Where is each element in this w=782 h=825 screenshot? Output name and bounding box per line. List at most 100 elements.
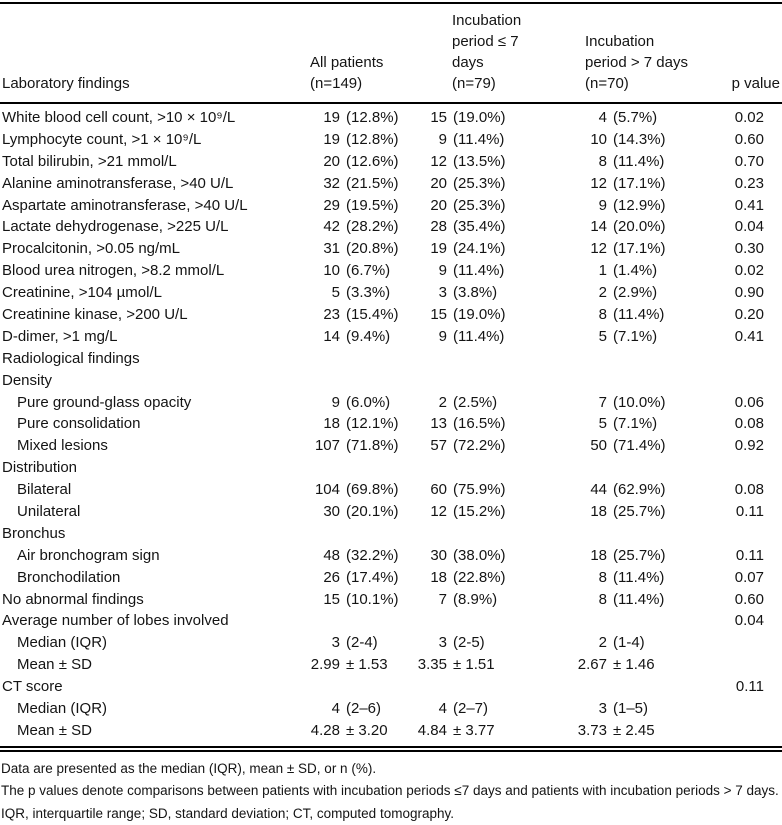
table-row: Air bronchogram sign 48 (32.2%) 30 (38.0%) 18… xyxy=(0,545,782,567)
data-cell-le7: 9 (11.4%) xyxy=(438,327,505,345)
data-cell-gt7: 18 (25.7%) xyxy=(590,503,666,521)
p-value-cell xyxy=(715,523,782,545)
table-row: Density xyxy=(0,370,782,392)
row-label: Aspartate aminotransferase, >40 U/L xyxy=(2,196,248,214)
p-value-cell: 0.06 xyxy=(734,393,764,411)
data-cell-le7: 7 (8.9%) xyxy=(438,590,498,608)
p-value-cell xyxy=(715,370,782,392)
p-value-cell: 0.60 xyxy=(734,130,764,148)
row-label: Total bilirubin, >21 mmol/L xyxy=(2,152,177,170)
row-label: D-dimer, >1 mg/L xyxy=(2,327,118,345)
data-cell-le7 xyxy=(410,457,545,479)
table-row: Mean ± SD 2.99 ± 1.53 3.35 ± 1.51 2.67 ± 1.46 xyxy=(0,654,782,676)
row-label: Mean ± SD xyxy=(17,721,92,739)
row-label: Creatinine, >104 µmol/L xyxy=(2,284,162,302)
table-row: Bronchodilation 26 (17.4%) 18 (22.8%) 8 (11.4%… xyxy=(0,567,782,589)
data-cell-gt7 xyxy=(545,348,715,370)
p-value-cell: 0.30 xyxy=(734,240,764,258)
row-label: Lactate dehydrogenase, >225 U/L xyxy=(2,218,229,236)
p-value-cell: 0.11 xyxy=(735,546,764,564)
data-cell-le7: 15 (19.0%) xyxy=(430,109,506,126)
data-cell-le7: 3 (2-5) xyxy=(438,634,485,652)
p-value-cell xyxy=(715,698,782,720)
table-bottom-rule xyxy=(0,745,782,752)
data-cell-le7: 19 (24.1%) xyxy=(430,240,506,258)
data-cell-gt7 xyxy=(545,457,715,479)
p-value-cell: 0.04 xyxy=(734,612,764,630)
row-label: Procalcitonin, >0.05 ng/mL xyxy=(2,240,181,258)
data-cell-all: 5 (3.3%) xyxy=(331,284,391,302)
p-value-cell: 0.04 xyxy=(734,218,764,236)
data-cell-le7: 15 (19.0%) xyxy=(430,306,506,324)
table-row: Distribution xyxy=(0,457,782,479)
row-label: No abnormal findings xyxy=(2,590,144,608)
row-label: Average number of lobes involved xyxy=(2,612,229,630)
data-cell-le7: 12 (15.2%) xyxy=(430,503,506,521)
data-cell-gt7: 5 (7.1%) xyxy=(598,415,658,433)
column-header-incubation-le7: Incubation period ≤ 7 days (n=79) xyxy=(452,12,522,92)
data-cell-gt7: 50 (71.4%) xyxy=(590,437,666,455)
data-cell-gt7: 8 (11.4%) xyxy=(598,152,665,170)
data-cell-gt7: 7 (10.0%) xyxy=(598,393,666,411)
data-cell-le7: 9 (11.4%) xyxy=(438,262,505,280)
p-value-cell: 0.90 xyxy=(734,284,764,302)
row-label: Air bronchogram sign xyxy=(17,546,160,564)
data-cell-gt7: 12 (17.1%) xyxy=(590,174,666,192)
row-label: Bilateral xyxy=(17,481,72,499)
data-cell-all: 4 (2–6) xyxy=(331,700,382,718)
data-cell-gt7: 3.73 ± 2.45 xyxy=(577,721,655,739)
row-label: Blood urea nitrogen, >8.2 mmol/L xyxy=(2,262,225,280)
data-cell-all: 31 (20.8%) xyxy=(323,240,399,258)
data-cell-all xyxy=(300,370,410,392)
table-row: Median (IQR) 4 (2–6) 4 (2–7) 3 (1–5) xyxy=(0,698,782,720)
data-cell-all xyxy=(300,610,410,632)
table-row: Lymphocyte count, >1 × 10⁹/L 19 (12.8%) 9 (1… xyxy=(0,129,782,151)
column-header-incubation-gt7: Incubation period > 7 days (n=70) xyxy=(585,33,688,92)
p-value-cell xyxy=(715,348,782,370)
data-cell-gt7 xyxy=(545,676,715,698)
p-value-cell: 0.02 xyxy=(734,262,764,280)
data-cell-all: 30 (20.1%) xyxy=(323,503,399,521)
table-row: Creatinine kinase, >200 U/L 23 (15.4%) 15 (1… xyxy=(0,304,782,326)
table-row: D-dimer, >1 mg/L 14 (9.4%) 9 (11.4%) 5 (7.1%) 0… xyxy=(0,326,782,348)
data-cell-le7: 18 (22.8%) xyxy=(430,568,506,586)
data-cell-gt7: 5 (7.1%) xyxy=(598,327,658,345)
table-row: Radiological findings xyxy=(0,348,782,370)
data-cell-gt7: 44 (62.9%) xyxy=(590,481,666,499)
data-cell-le7: 20 (25.3%) xyxy=(430,174,506,192)
p-value-cell xyxy=(715,632,782,654)
table-row: Total bilirubin, >21 mmol/L 20 (12.6%) 12 (1… xyxy=(0,151,782,173)
data-cell-le7: 60 (75.9%) xyxy=(430,481,506,499)
data-cell-all xyxy=(300,523,410,545)
table-row: Pure ground-glass opacity 9 (6.0%) 2 (2.5%) 7… xyxy=(0,392,782,414)
data-cell-gt7 xyxy=(545,610,715,632)
row-label: CT score xyxy=(2,678,63,696)
data-cell-le7: 13 (16.5%) xyxy=(430,415,506,433)
data-cell-all: 9 (6.0%) xyxy=(331,393,391,411)
header-bottom-rule xyxy=(0,102,782,104)
table-row: Pure consolidation 18 (12.1%) 13 (16.5%) 5 (7.… xyxy=(0,413,782,435)
row-label: Pure ground-glass opacity xyxy=(17,393,192,411)
row-label: White blood cell count, >10 × 10⁹/L xyxy=(2,109,236,126)
p-value-cell xyxy=(715,457,782,479)
data-cell-all: 23 (15.4%) xyxy=(323,306,399,324)
data-cell-gt7: 2 (1-4) xyxy=(598,634,645,652)
table-row: Average number of lobes involved 0.04 xyxy=(0,610,782,632)
p-value-cell: 0.02 xyxy=(734,109,764,126)
data-cell-gt7: 8 (11.4%) xyxy=(598,306,665,324)
data-cell-le7: 4 (2–7) xyxy=(438,700,489,718)
column-header-all-patients: All patients (n=149) xyxy=(310,54,384,92)
footnote-abbreviations: IQR, interquartile range; SD, standard d… xyxy=(1,805,454,821)
table-top-rule xyxy=(0,2,782,4)
p-value-cell: 0.70 xyxy=(734,152,764,170)
p-value-cell: 0.07 xyxy=(734,568,764,586)
table-row: Unilateral 30 (20.1%) 12 (15.2%) 18 (25.7%) 0.1… xyxy=(0,501,782,523)
data-cell-all: 26 (17.4%) xyxy=(323,568,399,586)
data-cell-all: 32 (21.5%) xyxy=(323,174,399,192)
p-value-cell: 0.11 xyxy=(735,678,764,696)
p-value-cell: 0.20 xyxy=(734,306,764,324)
table-row: Aspartate aminotransferase, >40 U/L 29 (19… xyxy=(0,195,782,217)
p-value-cell xyxy=(715,654,782,676)
row-label: Mixed lesions xyxy=(17,437,108,455)
row-label: Median (IQR) xyxy=(17,700,108,718)
